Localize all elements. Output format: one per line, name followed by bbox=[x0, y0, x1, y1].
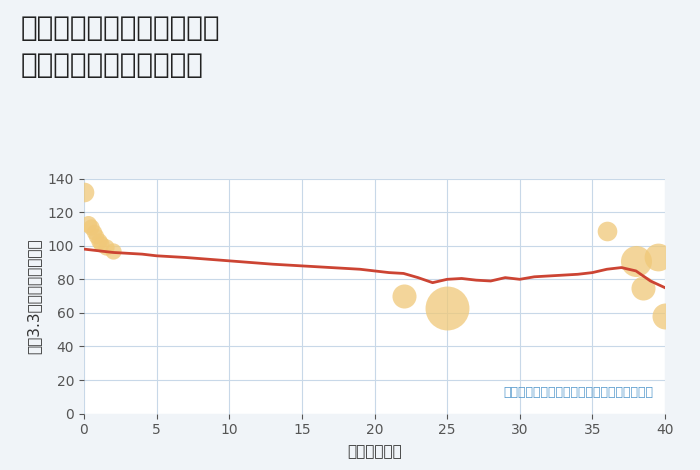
Point bbox=[85, 224, 97, 231]
Point bbox=[442, 304, 453, 312]
Point bbox=[93, 237, 104, 244]
Text: 円の大きさは、取引のあった物件面積を示す: 円の大きさは、取引のあった物件面積を示す bbox=[503, 386, 653, 400]
Point bbox=[601, 227, 612, 235]
Point bbox=[89, 228, 100, 236]
X-axis label: 築年数（年）: 築年数（年） bbox=[347, 444, 402, 459]
Point bbox=[96, 240, 107, 248]
Point bbox=[83, 220, 94, 227]
Text: 奈良県奈良市学園緑ヶ丘の
築年数別中古戸建て価格: 奈良県奈良市学園緑ヶ丘の 築年数別中古戸建て価格 bbox=[21, 14, 221, 79]
Point bbox=[108, 247, 119, 255]
Point bbox=[398, 292, 409, 300]
Y-axis label: 坪（3.3㎡）単価（万円）: 坪（3.3㎡）単価（万円） bbox=[26, 238, 41, 354]
Point bbox=[78, 188, 90, 196]
Point bbox=[90, 232, 101, 239]
Point bbox=[659, 313, 671, 320]
Point bbox=[652, 254, 664, 261]
Point bbox=[100, 243, 111, 251]
Point bbox=[638, 284, 649, 291]
Point bbox=[631, 257, 642, 265]
